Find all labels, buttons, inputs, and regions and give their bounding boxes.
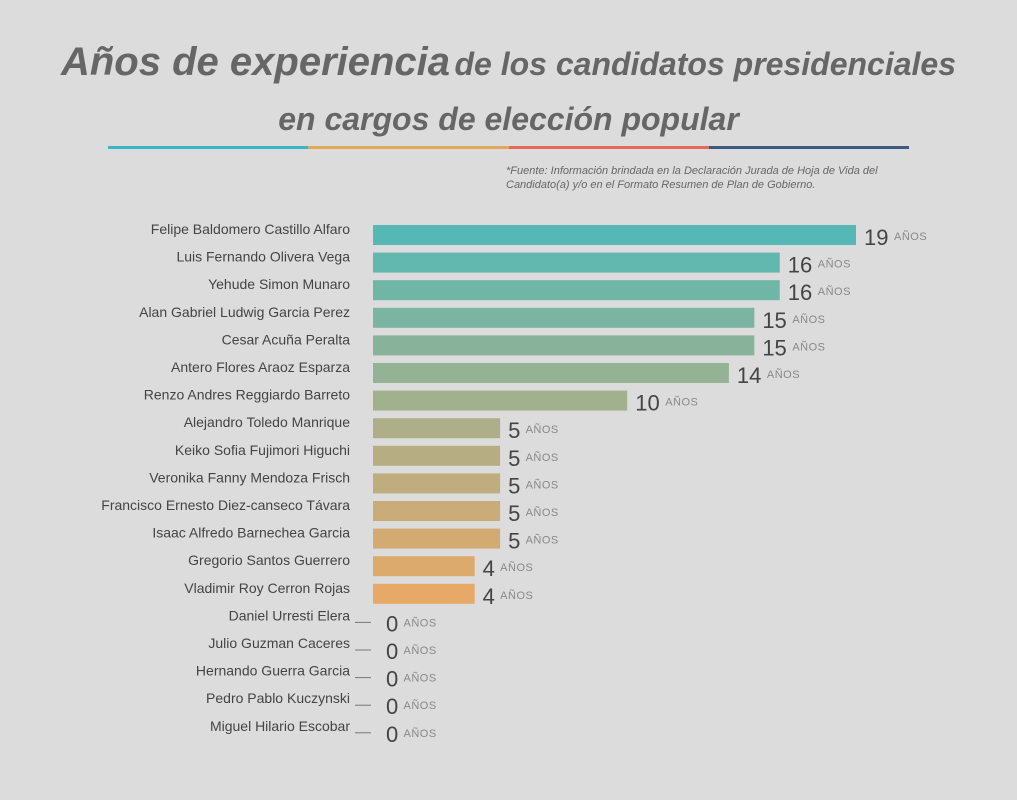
unit-label: AÑOS: [404, 699, 437, 712]
candidate-label: Isaac Alfredo Barnechea Garcia: [152, 525, 350, 541]
unit-label: AÑOS: [767, 368, 800, 381]
candidate-label: Felipe Baldomero Castillo Alfaro: [151, 221, 350, 237]
bar: [373, 252, 780, 273]
value-label: 0: [386, 611, 398, 636]
unit-label: AÑOS: [818, 258, 851, 271]
unit-label: AÑOS: [500, 561, 533, 574]
bar: [373, 335, 755, 356]
value-label: 5: [508, 501, 520, 526]
candidate-label: Hernando Guerra Garcia: [196, 663, 350, 679]
bar: [373, 583, 475, 604]
value-label: 14: [737, 363, 761, 388]
unit-label: AÑOS: [818, 285, 851, 298]
value-label: 10: [635, 391, 659, 416]
title-line2: en cargos de elección popular: [278, 101, 739, 137]
unit-label: AÑOS: [526, 478, 559, 491]
candidate-label: Pedro Pablo Kuczynski: [206, 690, 350, 706]
unit-label: AÑOS: [894, 230, 927, 243]
title-rest: de los candidatos presidenciales: [454, 46, 956, 82]
value-label: 4: [483, 584, 495, 609]
value-label: 15: [762, 308, 786, 333]
value-label: 19: [864, 225, 888, 250]
value-label: 0: [386, 667, 398, 692]
candidate-label: Alan Gabriel Ludwig Garcia Perez: [139, 304, 350, 320]
value-label: 16: [788, 253, 812, 278]
value-label: 5: [508, 418, 520, 443]
candidate-label: Vladimir Roy Cerron Rojas: [184, 580, 350, 596]
source-note: *Fuente: Información brindada en la Decl…: [506, 165, 878, 191]
unit-label: AÑOS: [404, 672, 437, 685]
value-label: 0: [386, 722, 398, 747]
bar: [373, 307, 755, 328]
bar: [373, 418, 501, 439]
bar: [373, 556, 475, 577]
bar: [373, 528, 501, 549]
unit-label: AÑOS: [792, 340, 825, 353]
unit-label: AÑOS: [404, 616, 437, 629]
value-label: 4: [483, 556, 495, 581]
candidate-label: Renzo Andres Reggiardo Barreto: [144, 387, 350, 403]
bar: [373, 225, 856, 245]
title-highlight: Años de experiencia: [60, 40, 451, 84]
bar: [373, 390, 628, 411]
candidate-label: Yehude Simon Munaro: [208, 276, 350, 292]
divider-segment: [108, 146, 309, 149]
candidate-label: Keiko Sofia Fujimori Higuchi: [175, 442, 350, 458]
unit-label: AÑOS: [526, 506, 559, 519]
candidate-label: Francisco Ernesto Diez-canseco Távara: [101, 497, 350, 513]
divider-segment: [708, 146, 909, 149]
value-label: 15: [762, 335, 786, 360]
unit-label: AÑOS: [792, 313, 825, 326]
unit-label: AÑOS: [526, 534, 559, 547]
bar: [373, 363, 729, 383]
unit-label: AÑOS: [526, 451, 559, 464]
value-label: 5: [508, 529, 520, 554]
chart-title: Años de experiencia de los candidatos pr…: [0, 38, 1017, 143]
divider-segment: [308, 146, 509, 149]
value-label: 0: [386, 694, 398, 719]
candidate-label: Miguel Hilario Escobar: [210, 718, 350, 734]
candidate-label: Veronika Fanny Mendoza Frisch: [149, 469, 350, 485]
candidate-label: Cesar Acuña Peralta: [222, 331, 351, 347]
divider-segment: [508, 146, 709, 149]
bar: [373, 501, 501, 521]
value-label: 0: [386, 639, 398, 664]
value-label: 5: [508, 473, 520, 498]
candidate-label: Luis Fernando Olivera Vega: [176, 249, 350, 265]
value-label: 16: [788, 280, 812, 305]
candidate-label: Antero Flores Araoz Esparza: [171, 359, 350, 375]
bar: [373, 445, 501, 466]
bar: [373, 280, 780, 301]
unit-label: AÑOS: [404, 644, 437, 657]
unit-label: AÑOS: [665, 396, 698, 409]
candidate-label: Alejandro Toledo Manrique: [184, 414, 351, 430]
unit-label: AÑOS: [404, 727, 437, 740]
candidate-label: Julio Guzman Caceres: [208, 635, 350, 651]
candidate-label: Gregorio Santos Guerrero: [188, 552, 350, 568]
bar: [373, 473, 501, 494]
unit-label: AÑOS: [500, 589, 533, 602]
candidate-label: Daniel Urresti Elera: [229, 607, 351, 623]
value-label: 5: [508, 446, 520, 471]
title-divider: [108, 146, 909, 149]
unit-label: AÑOS: [526, 423, 559, 436]
